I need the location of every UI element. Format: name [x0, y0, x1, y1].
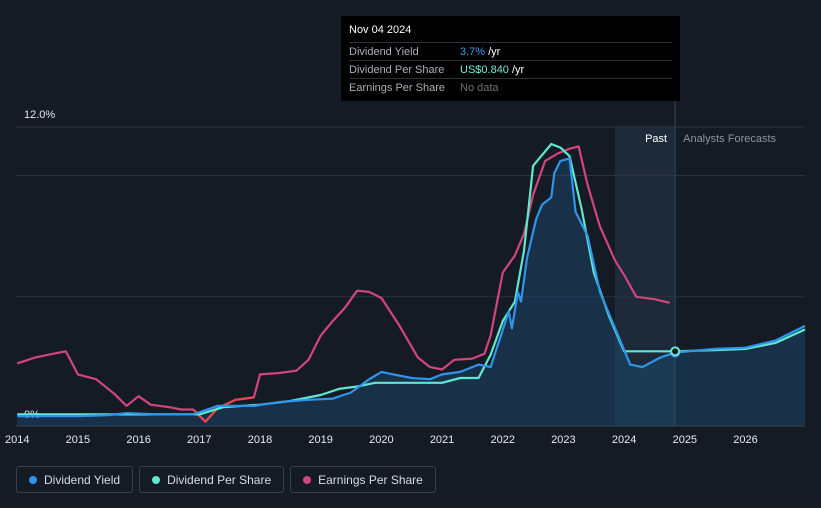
- tooltip-value: 3.7%: [460, 45, 486, 58]
- legend-dot-icon: [152, 475, 161, 484]
- y-tick-label: 12.0%: [24, 109, 55, 121]
- x-tick-label: 2017: [187, 434, 211, 446]
- tooltip-row-dividend-per-share: Dividend Per Share US$0.840/yr: [349, 60, 672, 78]
- x-tick-label: 2026: [733, 434, 757, 446]
- legend-item-earnings-per-share[interactable]: Earnings Per Share: [290, 466, 436, 493]
- tooltip-date: Nov 04 2024: [349, 24, 412, 36]
- x-tick-label: 2024: [612, 434, 636, 446]
- x-tick-label: 2021: [430, 434, 454, 446]
- legend-dot-icon: [303, 475, 312, 484]
- dividend-yield-line: [17, 157, 806, 418]
- x-tick-label: 2018: [248, 434, 272, 446]
- forecast-label: Analysts Forecasts: [683, 133, 776, 145]
- tooltip-value: US$0.840: [460, 63, 509, 76]
- legend-item-dividend-per-share[interactable]: Dividend Per Share: [139, 466, 285, 493]
- legend-item-dividend-yield[interactable]: Dividend Yield: [16, 466, 134, 493]
- tooltip-row-dividend-yield: Dividend Yield 3.7%/yr: [349, 42, 672, 60]
- tooltip-row-earnings-per-share: Earnings Per Share No data: [349, 78, 672, 96]
- tooltip: Nov 04 2024 Dividend Yield 3.7%/yr Divid…: [341, 16, 680, 101]
- x-tick-label: 2020: [369, 434, 393, 446]
- past-label: Past: [645, 133, 667, 145]
- legend-dot-icon: [29, 475, 37, 484]
- legend-label: Dividend Per Share: [167, 472, 272, 487]
- earnings-per-share-line: [16, 145, 670, 423]
- tooltip-value: No data: [460, 81, 499, 94]
- dividend-per-share-marker: [670, 346, 681, 357]
- x-tick-label: 2025: [673, 434, 697, 446]
- tooltip-label: Dividend Yield: [349, 45, 419, 58]
- x-tick-label: 2014: [5, 434, 29, 446]
- tooltip-label: Dividend Per Share: [349, 63, 445, 76]
- tooltip-unit: /yr: [488, 45, 501, 58]
- legend-label: Earnings Per Share: [318, 472, 423, 487]
- x-tick-label: 2015: [66, 434, 90, 446]
- dividend-yield-area: [17, 158, 805, 426]
- tooltip-label: Earnings Per Share: [349, 81, 445, 94]
- x-tick-label: 2019: [308, 434, 332, 446]
- tooltip-unit: /yr: [511, 63, 525, 76]
- legend: Dividend Yield Dividend Per Share Earnin…: [16, 466, 436, 493]
- x-tick-label: 2016: [126, 434, 150, 446]
- x-tick-label: 2023: [551, 434, 575, 446]
- legend-label: Dividend Yield: [44, 472, 121, 487]
- x-tick-label: 2022: [491, 434, 515, 446]
